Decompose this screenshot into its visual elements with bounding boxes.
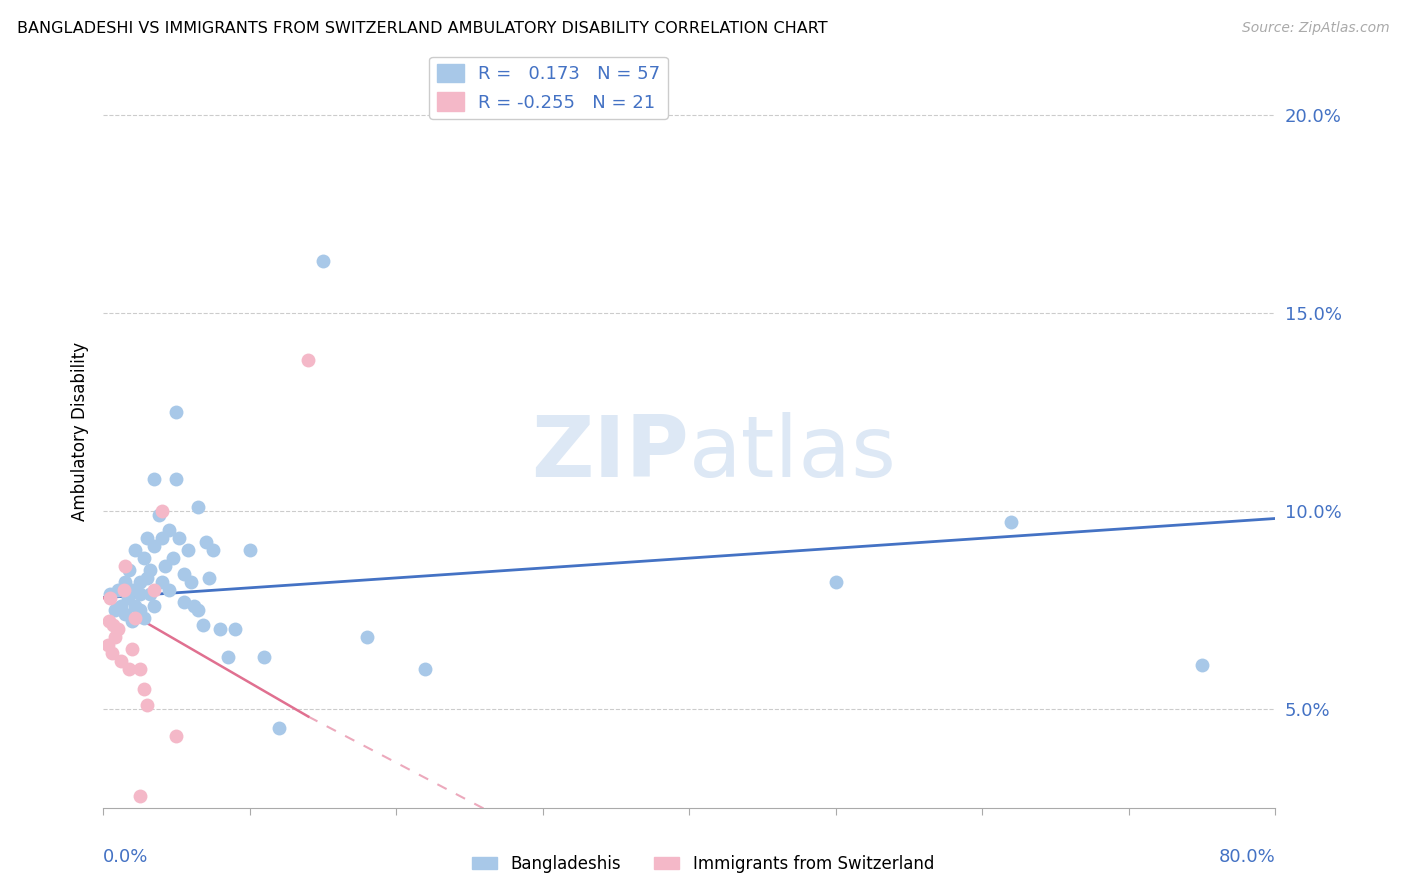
Point: [169, 531, 191, 545]
Point: [98, 615, 121, 629]
Y-axis label: Ambulatory Disability: Ambulatory Disability: [72, 342, 89, 521]
Point: [217, 650, 239, 665]
Point: [101, 646, 124, 660]
Point: [128, 574, 150, 589]
Point: [100, 591, 122, 605]
Point: [134, 681, 156, 696]
Point: [114, 574, 136, 589]
Point: [121, 642, 143, 657]
Point: [824, 574, 846, 589]
Text: Source: ZipAtlas.com: Source: ZipAtlas.com: [1241, 21, 1389, 35]
Text: atlas: atlas: [689, 412, 897, 495]
Point: [209, 623, 232, 637]
Point: [118, 662, 141, 676]
Point: [153, 559, 176, 574]
Point: [224, 623, 246, 637]
Point: [103, 618, 125, 632]
Point: [121, 582, 143, 597]
Point: [157, 582, 180, 597]
Point: [194, 535, 217, 549]
Point: [173, 566, 195, 581]
Point: [191, 618, 214, 632]
Point: [110, 654, 132, 668]
Point: [150, 503, 173, 517]
Point: [136, 698, 159, 712]
Point: [197, 571, 219, 585]
Text: ZIP: ZIP: [531, 412, 689, 495]
Point: [183, 599, 205, 613]
Point: [118, 563, 141, 577]
Point: [187, 602, 209, 616]
Point: [165, 729, 187, 743]
Point: [107, 623, 129, 637]
Text: 80.0%: 80.0%: [1219, 847, 1275, 866]
Point: [187, 500, 209, 514]
Point: [148, 508, 170, 522]
Point: [104, 602, 127, 616]
Point: [100, 587, 122, 601]
Point: [157, 524, 180, 538]
Point: [150, 531, 173, 545]
Point: [297, 353, 319, 368]
Point: [128, 587, 150, 601]
Point: [201, 543, 224, 558]
Point: [1000, 516, 1022, 530]
Point: [104, 630, 127, 644]
Point: [136, 531, 159, 545]
Point: [110, 599, 132, 613]
Point: [139, 587, 162, 601]
Point: [267, 722, 290, 736]
Point: [165, 472, 187, 486]
Point: [1191, 658, 1213, 673]
Point: [124, 599, 146, 613]
Point: [162, 551, 184, 566]
Point: [139, 563, 162, 577]
Point: [180, 574, 202, 589]
Point: [112, 582, 135, 597]
Point: [253, 650, 276, 665]
Point: [124, 610, 146, 624]
Point: [114, 559, 136, 574]
Point: [128, 662, 150, 676]
Point: [173, 595, 195, 609]
Point: [143, 539, 166, 553]
Point: [165, 404, 187, 418]
Point: [415, 662, 437, 676]
Point: [356, 630, 378, 644]
Point: [143, 472, 166, 486]
Point: [107, 582, 129, 597]
Point: [136, 571, 159, 585]
Point: [239, 543, 262, 558]
Legend: R =   0.173   N = 57, R = -0.255   N = 21: R = 0.173 N = 57, R = -0.255 N = 21: [429, 57, 668, 119]
Text: BANGLADESHI VS IMMIGRANTS FROM SWITZERLAND AMBULATORY DISABILITY CORRELATION CHA: BANGLADESHI VS IMMIGRANTS FROM SWITZERLA…: [17, 21, 828, 36]
Point: [134, 610, 156, 624]
Point: [128, 789, 150, 803]
Point: [177, 543, 200, 558]
Legend: Bangladeshis, Immigrants from Switzerland: Bangladeshis, Immigrants from Switzerlan…: [465, 848, 941, 880]
Point: [128, 602, 150, 616]
Point: [150, 574, 173, 589]
Point: [124, 543, 146, 558]
Point: [121, 615, 143, 629]
Point: [96, 638, 118, 652]
Point: [312, 254, 335, 268]
Point: [143, 599, 166, 613]
Point: [114, 607, 136, 621]
Point: [117, 591, 139, 605]
Point: [134, 551, 156, 566]
Text: 0.0%: 0.0%: [103, 847, 149, 866]
Point: [143, 582, 166, 597]
